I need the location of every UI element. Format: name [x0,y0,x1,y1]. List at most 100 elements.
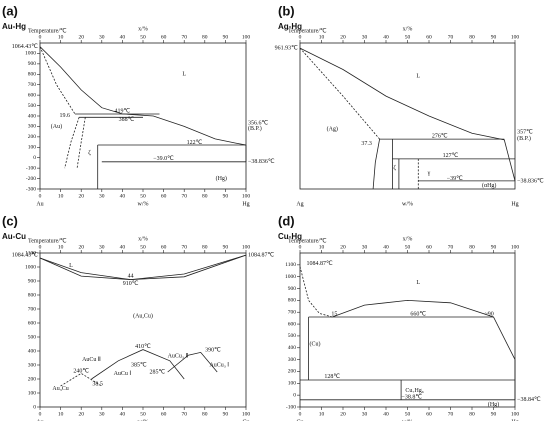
annotation: 1064.43℃ [12,44,39,50]
annotation: L [416,280,420,286]
x-top-label: x/% [138,236,148,242]
phase-boundary [299,47,380,140]
annotation: −38.836℃ [248,159,275,165]
x2-tick-label: 60 [161,34,167,40]
y-tick-label: 900 [28,278,37,284]
x2-tick-label: 90 [223,244,229,250]
y-tick-label: 800 [28,72,37,78]
system-title: Au-Cu [2,232,26,241]
x-tick-label: 70 [448,411,454,417]
y-axis-label: Temperature/℃ [28,28,67,34]
x-axis-label: w/% [402,419,413,421]
x-top-label: x/% [403,236,413,242]
x2-tick-label: 70 [448,244,454,250]
y-tick-label: 0 [293,392,296,398]
phase-boundary [60,372,103,387]
system-title: Au-Hg [2,22,26,31]
annotation: −38.84℃ [517,397,541,403]
x2-tick-label: 70 [181,244,187,250]
x-tick-label: 70 [181,411,187,417]
annotation: 388℃ [119,117,135,123]
annotation: (Au,Cu) [133,312,153,319]
annotation: 37.3 [361,141,372,147]
annotation: γ [427,170,431,176]
y-tick-label: 700 [28,306,37,312]
phase-boundary [39,46,247,146]
x2-tick-label: 0 [39,244,42,250]
x-tick-label: 20 [340,411,346,417]
annotation: 390℃ [205,348,221,354]
x2-tick-label: 10 [58,34,64,40]
x-tick-label: 50 [405,411,411,417]
annotation: 385℃ [131,362,147,368]
phase-boundary [76,117,86,169]
x2-tick-label: 50 [405,34,411,40]
y-tick-label: 600 [28,92,37,98]
y-tick-label: 800 [28,292,37,298]
plot-frame [39,42,247,190]
y-tick-label: 300 [28,124,37,130]
right-element: Hg [511,201,518,207]
x-tick-label: 30 [362,411,368,417]
x-tick-label: 90 [223,411,229,417]
y-tick-label: 700 [288,309,297,315]
plot-frame [299,252,516,408]
left-element: Au [36,201,43,207]
left-element: Ag [296,201,303,207]
y-tick-label: 1100 [25,250,36,256]
x-tick-label: 10 [58,411,64,417]
annotation: (Hg) [488,401,499,408]
y-tick-label: 500 [28,103,37,109]
x2-tick-label: 90 [491,244,497,250]
y-tick-label: -100 [286,404,296,410]
x2-tick-label: 60 [161,244,167,250]
annotation: 1084.43℃ [12,253,39,259]
y-tick-label: 200 [28,134,37,140]
x2-tick-label: 100 [242,34,251,40]
annotation: ~90 [485,311,494,317]
y-tick-label: 900 [28,61,37,67]
annotation: (B.P.) [248,125,262,132]
annotation: 419℃ [115,109,131,115]
x-tick-label: 40 [383,411,389,417]
x2-tick-label: 20 [340,34,346,40]
x-tick-label: 60 [426,411,432,417]
plot-frame [39,252,247,408]
y-axis-label: Temperature/℃ [288,238,327,244]
x2-tick-label: 30 [99,34,105,40]
annotation: 44 [128,273,134,279]
annotation: −39.0℃ [153,156,174,162]
annotation: 410℃ [135,344,151,350]
x-axis-label: w/% [138,419,149,421]
x2-tick-label: 30 [362,34,368,40]
x-tick-label: 100 [242,193,251,199]
y-tick-label: 500 [28,334,37,340]
annotation: AuCu₃ Ⅰ [209,362,229,368]
annotation: 910℃ [123,281,139,287]
phase-boundary [299,266,333,318]
y-tick-label: 600 [288,321,297,327]
y-tick-label: 1000 [25,51,36,57]
annotation: 357℃ [517,129,533,135]
y-tick-label: 600 [28,320,37,326]
x-top-label: x/% [138,26,148,32]
x2-tick-label: 30 [99,244,105,250]
panel-label: (c) [2,213,18,228]
x-tick-label: 80 [202,193,208,199]
x-top-label: x/% [403,26,413,32]
annotation: (αHg) [482,182,496,189]
x2-tick-label: 10 [58,244,64,250]
annotation: Au₃Cu [52,386,68,392]
x-tick-label: 0 [39,411,42,417]
x2-tick-label: 80 [202,34,208,40]
x2-tick-label: 90 [223,34,229,40]
y-tick-label: -100 [26,165,36,171]
y-tick-label: 1000 [285,274,296,280]
phase-boundary [372,139,380,190]
y-tick-label: 200 [28,376,37,382]
x2-tick-label: 40 [383,34,389,40]
x-tick-label: 0 [39,193,42,199]
annotation: Cu₇Hg₆ [405,388,424,394]
x2-tick-label: 40 [120,244,126,250]
